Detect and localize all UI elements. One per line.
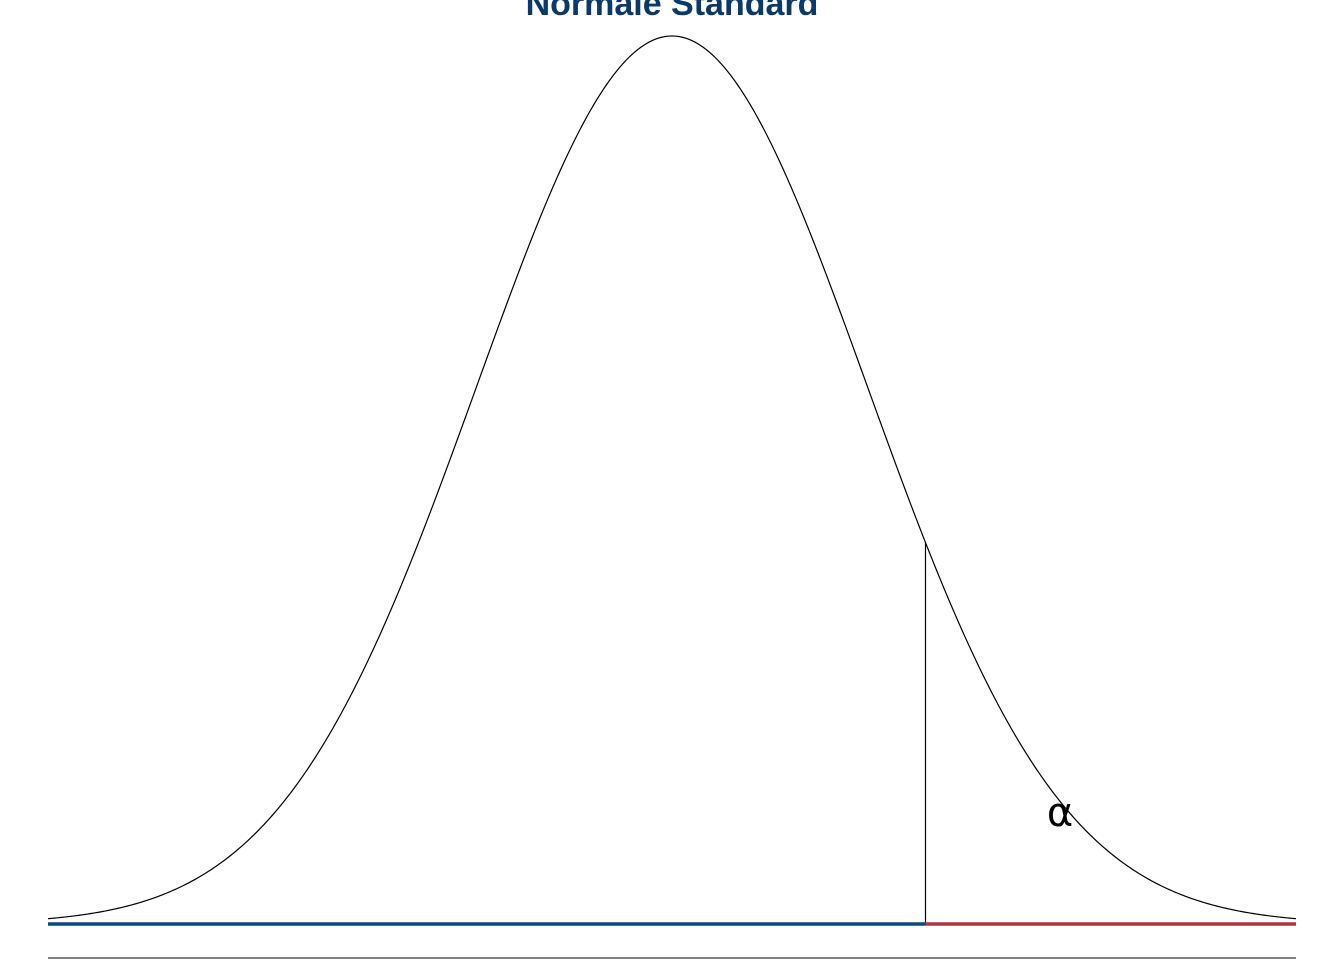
alpha-label: α <box>1047 790 1073 836</box>
diagram-title: Normale Standard <box>526 0 819 23</box>
density-curve <box>47 35 1297 920</box>
